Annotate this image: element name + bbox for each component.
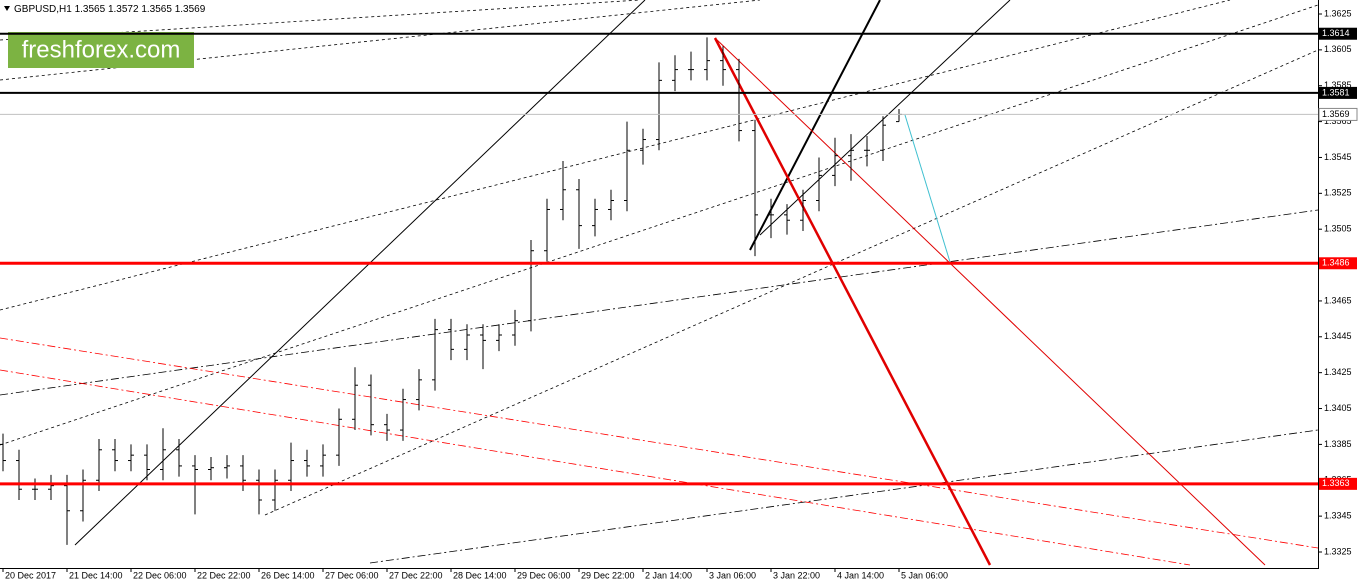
level-label-box	[1318, 107, 1358, 121]
y-tick-label: 1.3525	[1324, 188, 1352, 198]
trend-line	[0, 369, 1191, 566]
level-label: 1.3363	[1322, 478, 1350, 488]
x-tick-label: 26 Dec 14:00	[261, 570, 315, 580]
x-tick-label: 3 Jan 22:00	[773, 570, 820, 580]
level-label: 1.3569	[1322, 109, 1350, 119]
header: GBPUSD,H1 1.3565 1.3572 1.3565 1.3569	[14, 4, 206, 15]
x-tick-label: 22 Dec 22:00	[197, 570, 251, 580]
y-tick-label: 1.3325	[1324, 546, 1352, 556]
logo-box	[8, 32, 194, 68]
logo: freshforex.com	[22, 36, 181, 63]
x-tick-label: 2 Jan 14:00	[645, 570, 692, 580]
header-close: 1.3569	[175, 4, 206, 15]
y-tick-label: 1.3345	[1324, 511, 1352, 521]
header-open: 1.3565	[75, 4, 106, 15]
x-tick-label: 27 Dec 22:00	[389, 570, 443, 580]
trend-line	[369, 429, 1319, 564]
trend-line	[0, 0, 1231, 311]
trend-line	[264, 49, 1319, 516]
trend-line	[713, 37, 992, 566]
x-tick-label: 3 Jan 06:00	[709, 570, 756, 580]
y-tick-label: 1.3585	[1324, 80, 1352, 90]
x-tick-label: 22 Dec 06:00	[133, 570, 187, 580]
trend-line	[0, 209, 1319, 396]
trend-line	[0, 337, 1319, 549]
y-tick-label: 1.3545	[1324, 152, 1352, 162]
x-tick-label: 28 Dec 14:00	[453, 570, 507, 580]
x-tick-label: 29 Dec 06:00	[517, 570, 571, 580]
x-tick-label: 4 Jan 14:00	[837, 570, 884, 580]
trend-line	[759, 0, 1011, 236]
level-label: 1.3581	[1322, 87, 1350, 97]
x-tick-label: 21 Dec 14:00	[69, 570, 123, 580]
y-tick-label: 1.3445	[1324, 331, 1352, 341]
level-label-box	[1319, 257, 1357, 270]
trend-line	[714, 37, 1266, 566]
header-icon	[4, 6, 10, 11]
level-label-box	[1319, 27, 1357, 40]
trend-line	[0, 0, 641, 41]
level-label: 1.3486	[1322, 258, 1350, 268]
trend-lines	[0, 0, 1319, 566]
y-tick-label: 1.3505	[1324, 224, 1352, 234]
trend-line	[904, 114, 951, 263]
trend-line	[74, 0, 646, 546]
y-tick-label: 1.3565	[1324, 116, 1352, 126]
level-label-box	[1319, 477, 1357, 490]
header-high: 1.3572	[108, 4, 139, 15]
x-tick-label: 20 Dec 2017	[5, 570, 56, 580]
header-low: 1.3565	[141, 4, 172, 15]
x-tick-label: 5 Jan 06:00	[901, 570, 948, 580]
level-label-box	[1319, 86, 1357, 99]
trend-line	[749, 0, 881, 251]
symbol: GBPUSD,H1	[14, 4, 72, 15]
y-tick-label: 1.3385	[1324, 439, 1352, 449]
x-tick-label: 27 Dec 06:00	[325, 570, 379, 580]
y-tick-label: 1.3405	[1324, 403, 1352, 413]
y-tick-label: 1.3425	[1324, 367, 1352, 377]
y-tick-label: 1.3605	[1324, 44, 1352, 54]
y-tick-label: 1.3465	[1324, 295, 1352, 305]
x-tick-label: 29 Dec 22:00	[581, 570, 635, 580]
level-label: 1.3614	[1322, 28, 1350, 38]
y-tick-label: 1.3625	[1324, 8, 1352, 18]
